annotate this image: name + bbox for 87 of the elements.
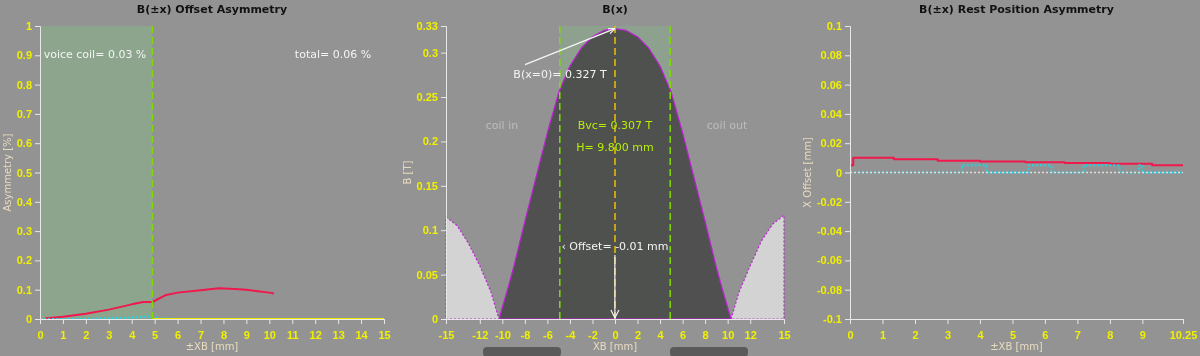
annotation: H= 9.800 mm [576,141,654,154]
x-tick-label: 2 [83,329,90,342]
x-tick-label: 2 [912,329,919,342]
x-tick-label: 15 [778,329,791,342]
x-axis-title: ±XB [mm] [990,341,1043,352]
x-tick-label: 13 [332,329,345,342]
y-tick-label: 0.33 [416,20,438,33]
y-tick-label: 1 [25,20,32,33]
y-tick-label: -0.1 [823,313,842,326]
x-tick-label: -12 [472,329,489,342]
x-tick-label: 0 [847,329,854,342]
y-tick-label: 0.15 [416,179,438,192]
y-tick-label: 0.4 [16,195,33,208]
y-tick-label: -0.02 [816,195,842,208]
x-tick-label: 2 [634,329,642,342]
chart-title: B(±x) Offset Asymmetry [136,3,288,16]
x-tick-label: 9 [243,329,250,342]
x-tick-label: 10 [722,329,735,342]
x-tick-label: 0 [612,329,619,342]
y-tick-label: 0.7 [16,107,32,120]
x-tick-label: 10 [263,329,276,342]
x-tick-label: 14 [355,329,369,342]
x-axis-title: XB [mm] [592,341,638,352]
x-tick-label: 12 [744,329,757,342]
annotation: total= 0.06 % [294,48,372,61]
y-axis-title: X Offset [mm] [802,137,813,208]
x-tick-label: 4 [977,329,985,342]
x-tick-label: 4 [657,329,665,342]
x-tick-label: 1 [60,329,67,342]
x-tick-label: 0 [37,329,44,342]
y-tick-label: 0.2 [422,135,438,148]
y-tick-label: 0.2 [16,254,32,267]
x-tick-label: 6 [1042,329,1049,342]
x-tick-label: 5 [152,329,159,342]
x-tick-label: 3 [106,329,113,342]
x-tick-label: -8 [520,329,531,342]
x-tick-label: 1 [879,329,887,342]
y-tick-label: -0.06 [816,254,842,267]
annotation: ‹ Offset= -0.01 mm [561,240,669,253]
y-tick-label: 0.1 [422,224,438,237]
y-tick-label: 0.8 [16,78,32,91]
y-tick-label: 0.02 [820,137,842,150]
x-tick-label: 9 [1139,329,1146,342]
x-tick-label: 6 [680,329,687,342]
x-tick-label: -6 [543,329,553,342]
x-axis-title: ±XB [mm] [185,341,239,352]
y-tick-label: 0.06 [820,78,842,91]
x-tick-label: -4 [565,329,577,342]
x-tick-label: 12 [309,329,322,342]
x-tick-label: 8 [1107,329,1114,342]
x-tick-label: -10 [494,329,511,342]
y-tick-label: 0.3 [16,225,32,238]
y-tick-label: 0.1 [826,20,842,33]
y-tick-label: 0 [431,313,438,326]
chart-title: B(x) [602,3,628,16]
y-tick-label: 0.6 [16,137,32,150]
line-series [43,287,275,320]
y-tick-label: 0.08 [820,49,842,62]
x-tick-label: 15 [378,329,391,342]
y-tick-label: 0 [25,313,32,326]
y-tick-label: 0.9 [16,49,32,62]
x-tick-label: 10.25 [1169,329,1198,342]
y-tick-label: 0.3 [422,46,438,59]
x-tick-label: 6 [175,329,182,342]
y-axis-title: Asymmetry [%] [2,133,13,212]
x-tick-label: 11 [286,329,299,342]
y-axis-title: B [T] [402,160,413,185]
x-tick-label: -2 [588,329,598,342]
x-tick-label: 3 [944,329,952,342]
y-tick-label: -0.04 [816,225,843,238]
y-tick-label: 0.25 [416,91,438,104]
x-tick-label: 5 [1009,329,1016,342]
chart-title: B(±x) Rest Position Asymmetry [919,3,1114,16]
y-tick-label: 0.5 [16,166,32,179]
x-tick-label: 4 [129,329,137,342]
x-tick-label: -15 [438,329,455,342]
y-tick-label: 0 [835,166,842,179]
annotation: Bvc= 0.307 T [577,119,653,132]
y-tick-label: 0.04 [820,107,843,120]
x-tick-label: 7 [1074,329,1081,342]
x-tick-label: 7 [197,329,205,342]
y-tick-label: -0.08 [816,283,842,296]
annotation: voice coil= 0.03 % [43,48,147,61]
y-tick-label: 0.05 [416,268,438,281]
y-tick-label: 0.1 [16,283,32,296]
x-tick-label: 8 [220,329,228,342]
x-tick-label: 8 [702,329,709,342]
